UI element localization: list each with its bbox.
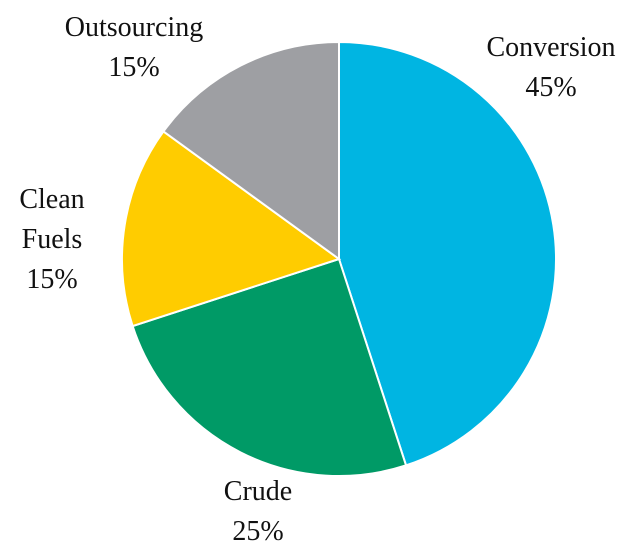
pie-slice	[338, 40, 557, 467]
slice-label: Crude 25%	[158, 472, 358, 552]
slice-label: Clean Fuels 15%	[7, 180, 97, 300]
value-label: 15%	[108, 52, 160, 83]
value-label: 15%	[26, 264, 78, 295]
slice-label: Conversion 45%	[451, 28, 634, 108]
pie-slice	[121, 130, 342, 328]
pie-slice	[162, 40, 340, 261]
category-label: Clean Fuels	[19, 184, 85, 255]
category-label: Outsourcing	[64, 12, 204, 43]
slice-label: Outsourcing 15%	[24, 8, 244, 88]
value-label: 45%	[525, 72, 577, 103]
pie-slice	[131, 257, 408, 477]
value-label: 25%	[232, 516, 284, 547]
category-label: Crude	[223, 476, 293, 507]
category-label: Conversion	[486, 32, 616, 63]
